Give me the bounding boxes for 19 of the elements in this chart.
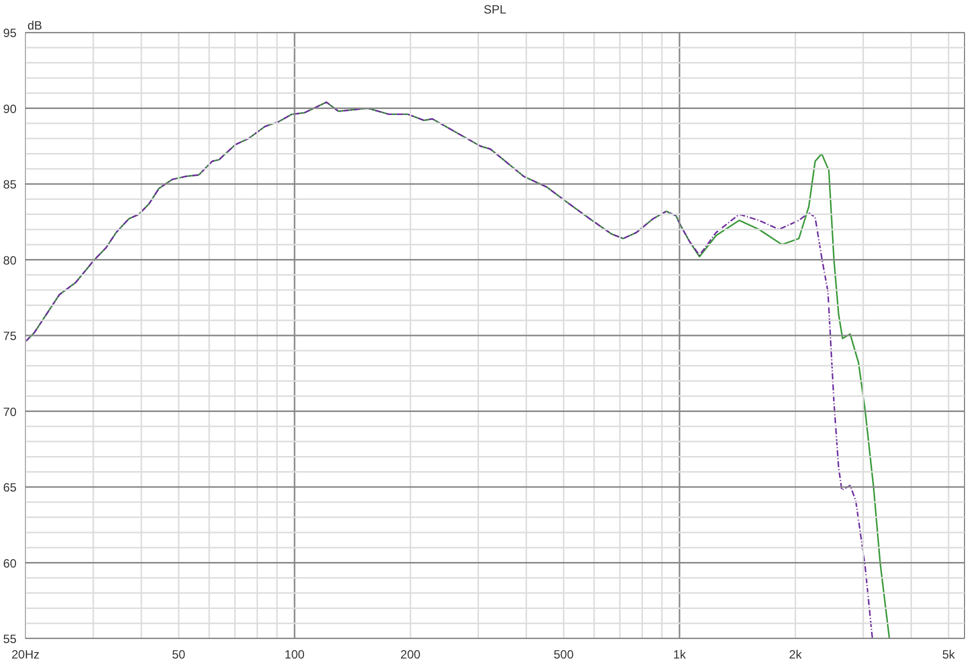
x-tick-label: 100	[284, 648, 305, 662]
x-tick-label: 500	[554, 648, 574, 662]
y-tick-label: 90	[3, 102, 17, 116]
x-tick-label: 200	[400, 648, 421, 662]
y-axis-title: dB	[28, 18, 42, 32]
y-tick-label: 85	[3, 178, 17, 192]
x-tick-label: 1k	[673, 648, 687, 662]
y-tick-label: 65	[3, 480, 17, 494]
x-tick-label: 2k	[789, 648, 803, 662]
y-tick-label: 95	[3, 26, 17, 40]
x-tick-label: 20Hz	[11, 648, 40, 662]
x-tick-label: 5k	[942, 648, 956, 662]
y-tick-label: 80	[3, 253, 17, 268]
x-tick-label: 50	[172, 648, 186, 662]
chart-title: SPL	[484, 2, 507, 16]
y-tick-label: 75	[3, 329, 17, 343]
y-tick-label: 60	[3, 556, 17, 570]
y-tick-label: 55	[3, 632, 17, 646]
y-tick-label: 70	[3, 404, 17, 419]
